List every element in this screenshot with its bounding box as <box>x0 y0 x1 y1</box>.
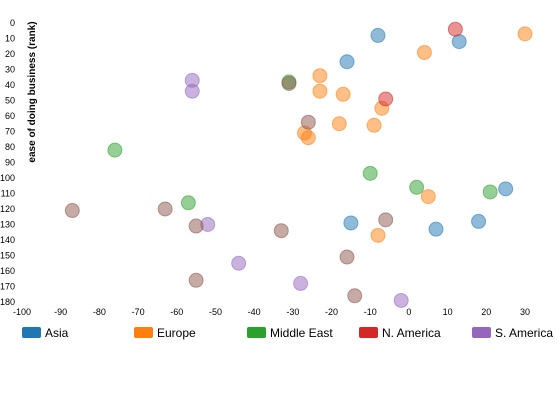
data-point[interactable] <box>184 83 200 99</box>
data-point[interactable] <box>339 249 355 265</box>
y-tick-label: 90 <box>5 158 15 168</box>
data-point[interactable] <box>409 179 425 195</box>
x-tick-label: -70 <box>132 307 145 317</box>
data-point[interactable] <box>273 223 289 239</box>
data-point[interactable] <box>393 292 409 308</box>
y-tick-label: 170 <box>0 282 15 292</box>
y-tick-label: 50 <box>5 96 15 106</box>
data-point[interactable] <box>498 181 514 197</box>
x-tick-label: -80 <box>93 307 106 317</box>
data-point[interactable] <box>188 272 204 288</box>
data-point[interactable] <box>366 117 382 133</box>
x-tick-label: -30 <box>286 307 299 317</box>
data-point[interactable] <box>347 288 363 304</box>
y-tick-label: 100 <box>0 173 15 183</box>
data-point[interactable] <box>331 116 347 132</box>
y-axis-ticks: 0 10 20 30 40 50 60 70 80 90 100 110 120 130 140 150 160… <box>0 18 15 307</box>
legend: Asia Europe Middle East N. America S. Americ… <box>22 326 553 340</box>
legend-swatch <box>359 327 378 338</box>
y-tick-label: 180 <box>0 297 15 307</box>
x-tick-label: -20 <box>325 307 338 317</box>
x-tick-label: -90 <box>54 307 67 317</box>
data-point[interactable] <box>339 54 355 70</box>
data-point[interactable] <box>517 26 533 42</box>
y-tick-label: 140 <box>0 235 15 245</box>
x-tick-label: 10 <box>443 307 453 317</box>
legend-label: Europe <box>157 326 196 340</box>
data-point[interactable] <box>416 44 432 60</box>
y-tick-label: 120 <box>0 204 15 214</box>
legend-swatch <box>134 327 153 338</box>
y-tick-label: 10 <box>5 34 15 44</box>
y-tick-label: 30 <box>5 65 15 75</box>
legend-label: Asia <box>45 326 69 340</box>
x-tick-label: 0 <box>406 307 411 317</box>
y-tick-label: 0 <box>10 18 15 28</box>
data-point[interactable] <box>312 68 328 84</box>
x-tick-label: -60 <box>170 307 183 317</box>
x-tick-label: -50 <box>209 307 222 317</box>
data-point[interactable] <box>378 91 394 107</box>
y-axis-title: ease of doing business (rank) <box>27 21 38 162</box>
data-point[interactable] <box>293 275 309 291</box>
x-tick-label: -100 <box>13 307 31 317</box>
legend-label: S. America <box>495 326 553 340</box>
data-point[interactable] <box>378 212 394 228</box>
data-point[interactable] <box>300 130 316 146</box>
y-tick-label: 20 <box>5 49 15 59</box>
x-tick-label: -40 <box>248 307 261 317</box>
data-points <box>64 21 533 308</box>
data-point[interactable] <box>362 165 378 181</box>
y-tick-label: 130 <box>0 220 15 230</box>
legend-label: N. America <box>382 326 441 340</box>
data-point[interactable] <box>420 189 436 205</box>
data-point[interactable] <box>231 255 247 271</box>
legend-swatch <box>247 327 266 338</box>
x-axis-ticks: -100 -90 -80 -70 -60 -50 -40 -30 -20 -10 0 10 20 30 <box>13 307 530 317</box>
data-point[interactable] <box>64 203 80 219</box>
y-tick-label: 160 <box>0 266 15 276</box>
legend-swatch <box>22 327 41 338</box>
y-tick-label: 40 <box>5 80 15 90</box>
legend-label: Middle East <box>270 326 333 340</box>
x-tick-label: 20 <box>481 307 491 317</box>
y-tick-label: 70 <box>5 127 15 137</box>
y-tick-label: 60 <box>5 111 15 121</box>
data-point[interactable] <box>471 213 487 229</box>
data-point[interactable] <box>180 195 196 211</box>
data-point[interactable] <box>107 142 123 158</box>
y-tick-label: 110 <box>1 189 15 199</box>
y-tick-label: 80 <box>5 142 15 152</box>
data-point[interactable] <box>188 218 204 234</box>
data-point[interactable] <box>370 227 386 243</box>
data-point[interactable] <box>281 75 297 91</box>
data-point[interactable] <box>370 27 386 43</box>
data-point[interactable] <box>335 86 351 102</box>
data-point[interactable] <box>300 114 316 130</box>
data-point[interactable] <box>451 34 467 50</box>
data-point[interactable] <box>447 21 463 37</box>
data-point[interactable] <box>312 83 328 99</box>
data-point[interactable] <box>343 215 359 231</box>
x-tick-label: 30 <box>520 307 530 317</box>
legend-swatch <box>472 327 491 338</box>
x-tick-label: -10 <box>364 307 377 317</box>
data-point[interactable] <box>428 221 444 237</box>
y-tick-label: 150 <box>0 251 15 261</box>
data-point[interactable] <box>482 184 498 200</box>
data-point[interactable] <box>157 201 173 217</box>
